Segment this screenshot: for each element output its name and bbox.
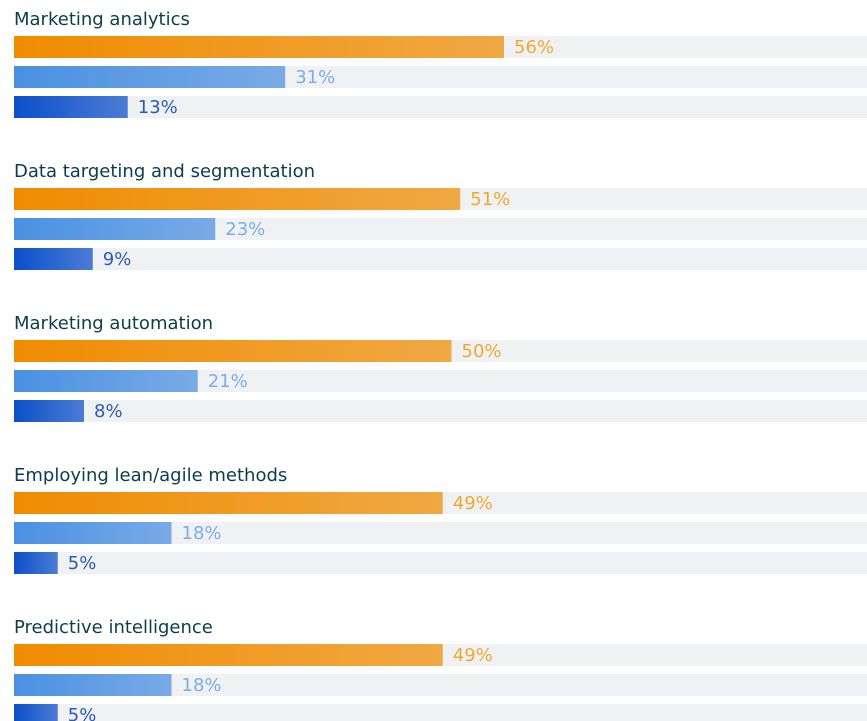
- bar: [14, 248, 93, 270]
- bar: [14, 704, 58, 721]
- value-label: 49%: [453, 645, 493, 666]
- category-label: Employing lean/agile methods: [14, 465, 287, 486]
- bar: [14, 340, 452, 362]
- value-label: 31%: [295, 67, 335, 88]
- value-label: 56%: [514, 37, 554, 58]
- bar: [14, 552, 58, 574]
- category-label: Data targeting and segmentation: [14, 161, 315, 182]
- bar-track: [14, 552, 867, 574]
- bar: [14, 36, 504, 58]
- bar-track: [14, 96, 867, 118]
- value-label: 13%: [138, 97, 178, 118]
- bar-track: [14, 218, 867, 240]
- category-label: Marketing automation: [14, 313, 213, 334]
- bar: [14, 400, 84, 422]
- bar-track: [14, 522, 867, 544]
- bar: [14, 370, 198, 392]
- bar: [14, 188, 461, 210]
- value-label: 18%: [182, 675, 222, 696]
- value-label: 8%: [94, 401, 123, 422]
- bar-track: [14, 400, 867, 422]
- bar: [14, 674, 172, 696]
- bar: [14, 96, 128, 118]
- bar-track: [14, 674, 867, 696]
- value-label: 49%: [453, 493, 493, 514]
- bar: [14, 66, 286, 88]
- value-label: 51%: [470, 189, 510, 210]
- bar: [14, 522, 172, 544]
- bar: [14, 644, 443, 666]
- value-label: 9%: [103, 249, 132, 270]
- value-label: 23%: [225, 219, 265, 240]
- bar-track: [14, 248, 867, 270]
- category-label: Marketing analytics: [14, 9, 190, 30]
- bar-track: [14, 370, 867, 392]
- bar: [14, 492, 443, 514]
- value-label: 18%: [182, 523, 222, 544]
- value-label: 5%: [68, 553, 97, 574]
- category-label: Predictive intelligence: [14, 617, 213, 638]
- value-label: 5%: [68, 705, 97, 721]
- value-label: 21%: [208, 371, 248, 392]
- bar: [14, 218, 216, 240]
- value-label: 50%: [462, 341, 502, 362]
- bar-track: [14, 704, 867, 721]
